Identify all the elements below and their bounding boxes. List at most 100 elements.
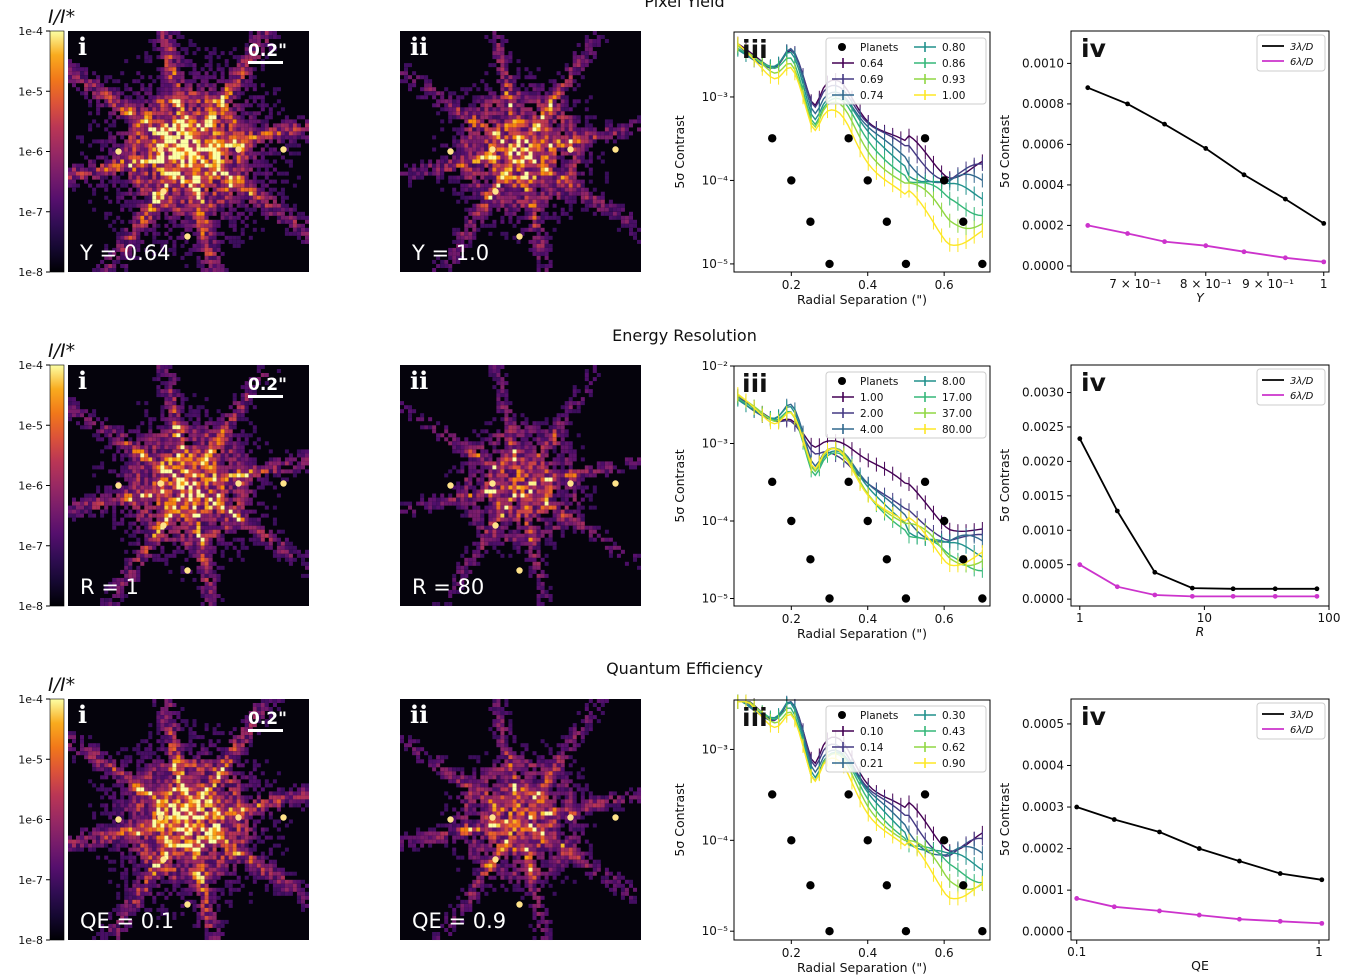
image-pixel [572, 143, 577, 148]
image-pixel [408, 179, 413, 184]
image-pixel [512, 135, 517, 140]
image-pixel [301, 215, 306, 220]
image-pixel [540, 83, 545, 88]
image-pixel [116, 585, 121, 590]
image-pixel [508, 115, 513, 120]
image-pixel [144, 87, 149, 92]
image-pixel [200, 79, 205, 84]
image-pixel [180, 63, 185, 68]
image-pixel [268, 203, 273, 208]
image-pixel [212, 545, 217, 550]
image-pixel [236, 159, 241, 164]
image-pixel [456, 179, 461, 184]
image-pixel [556, 143, 561, 148]
image-pixel [480, 143, 485, 148]
image-pixel [280, 219, 285, 224]
image-pixel [208, 429, 213, 434]
image-pixel [576, 139, 581, 144]
image-pixel [204, 413, 209, 418]
image-pixel [164, 517, 169, 522]
image-pixel [220, 489, 225, 494]
image-pixel [180, 175, 185, 180]
image-pixel [88, 87, 93, 92]
image-pixel [156, 437, 161, 442]
image-pixel [212, 529, 217, 534]
image-pixel [172, 183, 177, 188]
image-pixel [496, 43, 501, 48]
image-pixel [116, 167, 121, 172]
image-pixel [544, 211, 549, 216]
y-tick-label: 0.0006 [1022, 137, 1064, 151]
image-pixel [212, 259, 217, 264]
image-pixel [164, 55, 169, 60]
image-pixel [116, 441, 121, 446]
image-pixel [220, 497, 225, 502]
image-pixel [200, 505, 205, 510]
image-pixel [196, 493, 201, 498]
image-pixel [192, 461, 197, 466]
image-pixel [500, 199, 505, 204]
image-pixel [168, 55, 173, 60]
image-pixel [508, 179, 513, 184]
image-pixel [588, 155, 593, 160]
image-pixel [156, 477, 161, 482]
image-pixel [244, 123, 249, 128]
image-pixel [496, 207, 501, 212]
image-pixel [612, 131, 617, 136]
image-pixel [72, 75, 77, 80]
image-pixel [440, 143, 445, 148]
image-pixel [160, 497, 165, 502]
image-pixel [136, 227, 141, 232]
image-pixel [68, 509, 73, 514]
image-pixel [136, 235, 141, 240]
image-pixel [184, 437, 189, 442]
image-pixel [92, 171, 97, 176]
image-pixel [564, 95, 569, 100]
image-pixel [240, 231, 245, 236]
image-pixel [460, 87, 465, 92]
image-pixel [444, 87, 449, 92]
image-pixel [180, 461, 185, 466]
image-pixel [456, 99, 461, 104]
image-pixel [196, 413, 201, 418]
image-pixel [500, 91, 505, 96]
image-pixel [584, 159, 589, 164]
image-pixel [224, 131, 229, 136]
image-pixel [228, 557, 233, 562]
image-pixel [176, 465, 181, 470]
image-pixel [560, 147, 565, 152]
image-pixel [124, 441, 129, 446]
image-pixel [584, 127, 589, 132]
image-pixel [220, 429, 225, 434]
image-pixel [204, 457, 209, 462]
image-pixel [584, 207, 589, 212]
image-pixel [172, 63, 177, 68]
image-pixel [208, 268, 213, 273]
image-pixel [260, 151, 265, 156]
image-pixel [464, 219, 469, 224]
image-pixel [72, 83, 77, 88]
image-pixel [196, 107, 201, 112]
image-pixel [252, 67, 257, 72]
image-pixel [588, 191, 593, 196]
image-pixel [492, 123, 497, 128]
image-pixel [164, 405, 169, 410]
image-pixel [196, 163, 201, 168]
image-pixel [196, 143, 201, 148]
image-pixel [276, 123, 281, 128]
image-pixel [144, 505, 149, 510]
image-pixel [208, 231, 213, 236]
image-pixel [168, 155, 173, 160]
image-pixel [176, 537, 181, 542]
image-pixel [160, 485, 165, 490]
image-pixel [560, 143, 565, 148]
image-pixel [580, 59, 585, 64]
image-pixel [156, 393, 161, 398]
image-pixel [100, 449, 105, 454]
image-pixel [196, 521, 201, 526]
image-pixel [164, 95, 169, 100]
image-pixel [216, 259, 221, 264]
image-pixel [564, 179, 569, 184]
image-pixel [592, 43, 597, 48]
image-pixel [140, 433, 145, 438]
